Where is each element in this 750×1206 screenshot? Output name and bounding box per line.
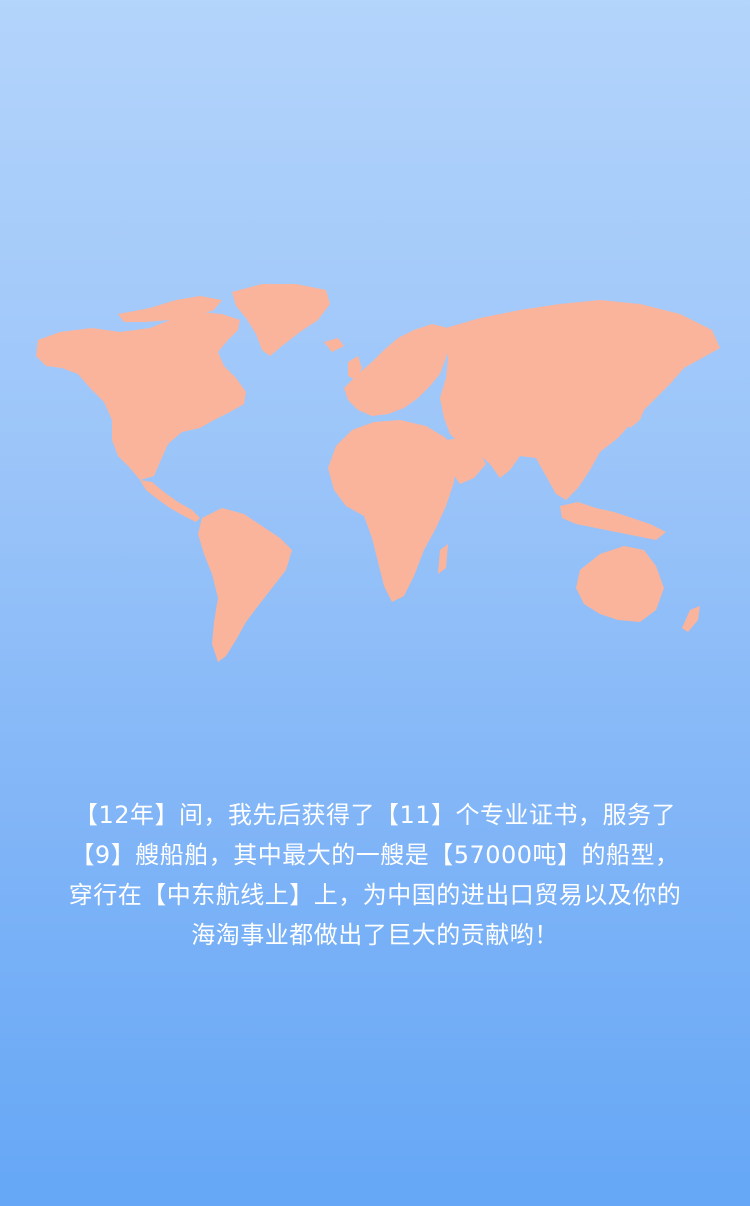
story-line-2: 【9】艘船舶，其中最大的一艘是【57000吨】的船型，	[70, 841, 680, 869]
new-zealand-shape	[682, 606, 700, 632]
madagascar-shape	[438, 544, 448, 574]
story-line-1: 【12年】间，我先后获得了【11】个专业证书，服务了	[73, 801, 677, 829]
british-isles-shape	[348, 356, 362, 380]
europe-shape	[344, 324, 452, 416]
greenland-shape	[232, 284, 330, 356]
southeast-asia-islands-shape	[560, 502, 666, 540]
australia-shape	[576, 546, 664, 622]
world-map-graphic	[36, 284, 720, 662]
arctic-islands-shape	[118, 296, 222, 322]
central-america-shape	[140, 480, 200, 522]
story-line-3: 穿行在【中东航线上】上，为中国的进出口贸易以及你的	[68, 881, 682, 909]
japan-shape	[624, 382, 648, 428]
iceland-shape	[324, 338, 344, 352]
arabia-shape	[446, 438, 486, 484]
asia-shape	[440, 300, 720, 500]
story-text: 【12年】间，我先后获得了【11】个专业证书，服务了 【9】艘船舶，其中最大的一…	[20, 795, 730, 955]
africa-shape	[328, 420, 456, 602]
north-america-shape	[36, 312, 246, 480]
story-line-4: 海淘事业都做出了巨大的贡献哟！	[191, 921, 559, 949]
south-america-shape	[198, 508, 292, 662]
world-map	[0, 270, 750, 670]
